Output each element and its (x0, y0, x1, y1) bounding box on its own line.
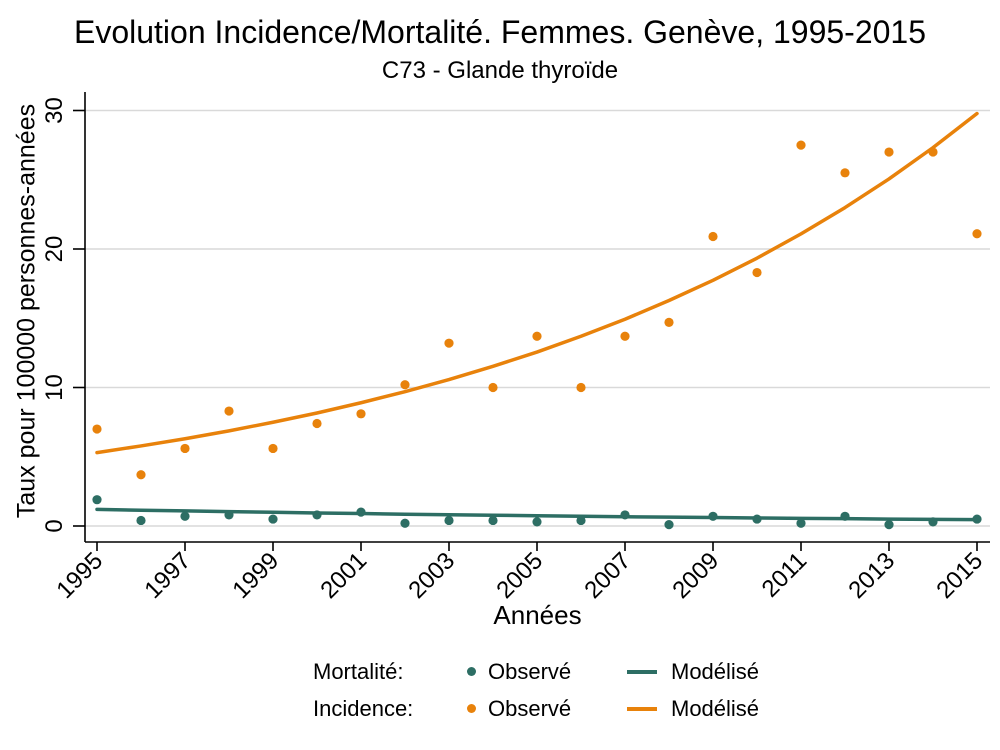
mortalite-observe-point-2000 (312, 510, 322, 520)
mortalite-observe-point-2003 (444, 515, 454, 526)
incidence-observe-point-2006 (576, 382, 586, 393)
mortalite-observe-point-1997 (180, 511, 190, 521)
mortalite-observe-point-2009 (708, 511, 718, 521)
incidence-observe-point-2003 (444, 338, 454, 348)
incidence-observe-point-2011 (796, 140, 806, 150)
legend-group-label-mortalite: Mortalité: (313, 658, 404, 684)
x-tick-label-2007: 2007 (579, 547, 636, 604)
incidence-observe-point-2004 (488, 382, 498, 393)
mortalite-observe-point-2005 (532, 517, 542, 527)
incidence-observe-point-2012 (840, 168, 850, 178)
mortalite-modelise-curve (95, 507, 979, 522)
incidence-observe-point-2007 (620, 331, 630, 341)
legend-row-mortalite: Mortalité: Observé Modélisé (313, 653, 759, 690)
incidence-model-line-icon (627, 706, 657, 711)
mortalite-observe-points (92, 495, 982, 530)
incidence-observe-point-1999 (268, 443, 278, 454)
incidence-observe-point-2005 (532, 331, 542, 341)
chart-title: Evolution Incidence/Mortalité. Femmes. G… (73, 14, 926, 50)
mortalite-observe-point-1999 (268, 514, 278, 524)
x-axis-title: Années (493, 600, 582, 630)
legend-modeled-label-mortalite: Modélisé (671, 658, 760, 684)
mortalite-observe-point-2007 (620, 510, 630, 520)
x-tick-label-2009: 2009 (667, 547, 724, 604)
incidence-observe-point-2009 (708, 231, 718, 242)
mortalite-observe-point-1998 (224, 510, 234, 520)
incidence-modelise-curve (95, 111, 979, 455)
incidence-observe-point-1997 (180, 443, 190, 454)
incidence-observe-point-1998 (224, 406, 234, 416)
legend: Mortalité: Observé Modélisé Incidence: O… (313, 653, 759, 727)
mortalite-observe-point-2011 (796, 518, 806, 528)
incidence-observe-point-2001 (356, 409, 366, 419)
incidence-observe-point-2010 (752, 267, 762, 278)
mortalite-observe-point-2013 (884, 520, 894, 530)
incidence-observe-point-1996 (136, 470, 146, 480)
incidence-observed-marker-icon (467, 704, 476, 713)
mortalite-observe-point-2006 (576, 515, 586, 526)
mortalite-observe-point-2002 (400, 518, 410, 528)
x-tick-label-2011: 2011 (757, 547, 813, 603)
x-tick-label-1995: 1995 (51, 547, 108, 604)
legend-modeled-label-incidence: Modélisé (671, 695, 760, 721)
incidence-observe-point-2015 (972, 229, 982, 239)
mortalite-observe-point-2014 (928, 517, 938, 527)
x-tick-label-1997: 1997 (139, 547, 196, 604)
incidence-observe-point-1995 (92, 424, 102, 434)
incidence-observe-points (92, 140, 982, 480)
y-tick-label-0: 0 (41, 519, 68, 532)
mortalite-observe-point-2004 (488, 515, 498, 526)
legend-row-incidence: Incidence: Observé Modélisé (313, 690, 759, 727)
x-tick-label-1999: 1999 (227, 547, 284, 604)
legend-observed-label-mortalite: Observé (488, 658, 572, 684)
legend-observed-label-incidence: Observé (488, 695, 572, 721)
legend-group-label-incidence: Incidence: (313, 695, 414, 721)
mortalite-observe-point-2012 (840, 511, 850, 521)
incidence-observe-point-2002 (400, 380, 410, 390)
mortalite-observe-point-1996 (136, 515, 146, 526)
x-tick-label-2001: 2001 (315, 547, 372, 604)
x-tick-label-2013: 2013 (843, 547, 900, 604)
y-tick-label-20: 20 (41, 236, 68, 263)
x-tick-label-2003: 2003 (403, 547, 460, 604)
incidence-observe-point-2008 (664, 317, 674, 328)
mortalite-observe-point-2008 (664, 520, 674, 530)
incidence-observe-point-2000 (312, 418, 322, 429)
y-axis-title: Taux pour 100000 personnes-années (12, 103, 41, 519)
x-tick-label-2015: 2015 (931, 547, 988, 604)
y-tick-label-30: 30 (41, 97, 68, 124)
incidence-observe-point-2013 (884, 147, 894, 157)
mortalite-observe-point-2010 (752, 514, 762, 524)
mortalite-observe-point-1995 (92, 495, 102, 505)
mortalite-observe-point-2015 (972, 514, 982, 524)
x-tick-label-2005: 2005 (491, 547, 548, 604)
chart-subtitle: C73 - Glande thyroïde (381, 57, 619, 84)
mortalite-observe-point-2001 (356, 507, 366, 517)
mortality-observed-marker-icon (467, 667, 476, 676)
mortality-model-line-icon (627, 669, 657, 674)
y-tick-label-10: 10 (41, 374, 68, 401)
incidence-observe-point-2014 (928, 147, 938, 157)
